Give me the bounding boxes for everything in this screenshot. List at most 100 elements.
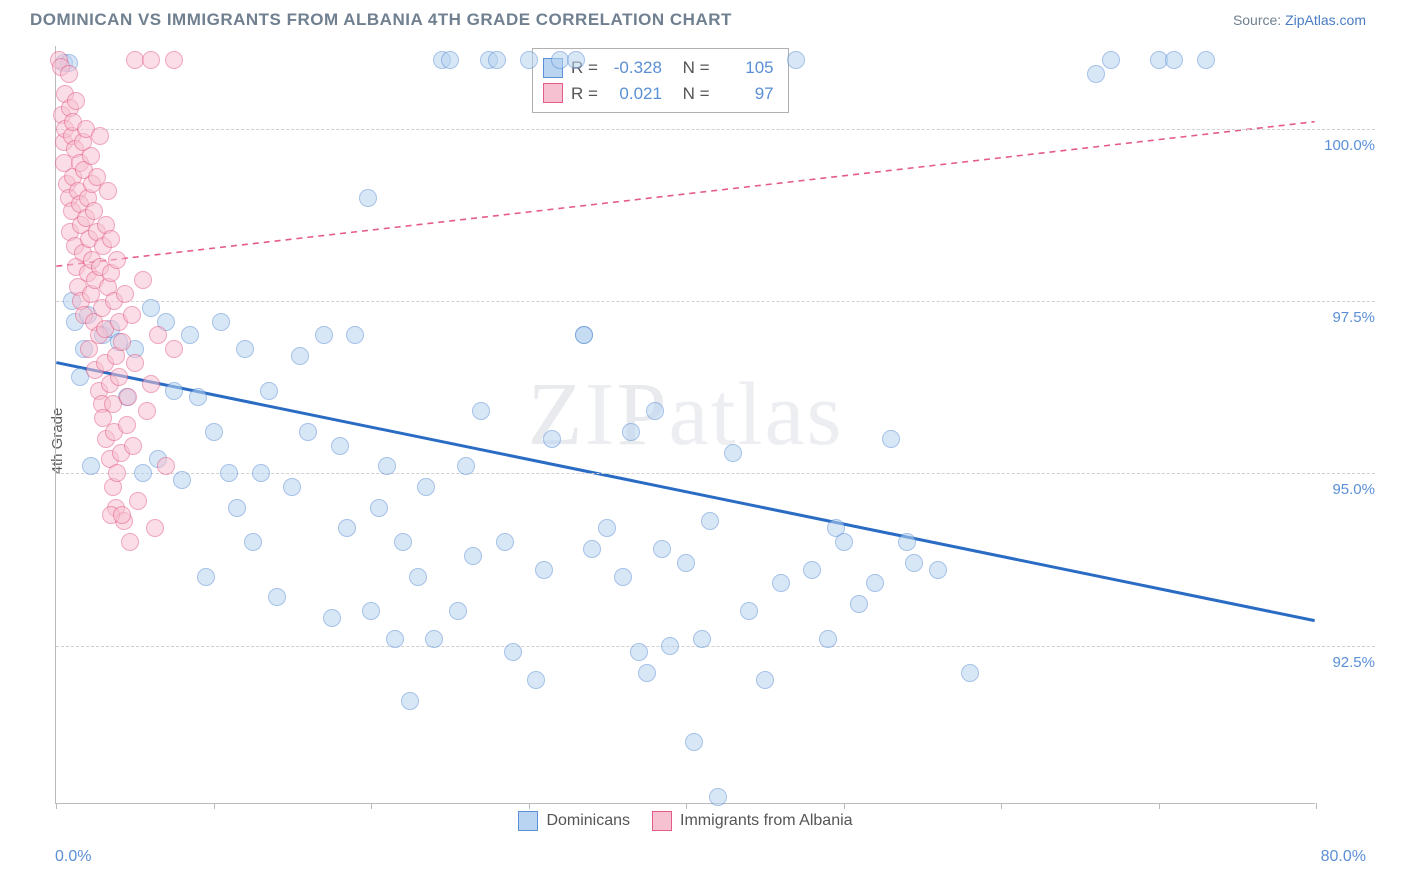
data-point-series1 bbox=[409, 568, 427, 586]
data-point-series2 bbox=[113, 333, 131, 351]
data-point-series1 bbox=[850, 595, 868, 613]
data-point-series1 bbox=[291, 347, 309, 365]
data-point-series2 bbox=[110, 368, 128, 386]
data-point-series1 bbox=[772, 574, 790, 592]
plot-area: ZIPatlas R = -0.328 N = 105 R = 0.021 N … bbox=[55, 46, 1315, 804]
source-attribution: Source: ZipAtlas.com bbox=[1233, 12, 1366, 28]
data-point-series1 bbox=[724, 444, 742, 462]
legend-label-series1: Dominicans bbox=[546, 812, 630, 830]
data-point-series1 bbox=[205, 423, 223, 441]
data-point-series2 bbox=[134, 271, 152, 289]
data-point-series2 bbox=[119, 388, 137, 406]
y-tick-label: 92.5% bbox=[1332, 654, 1375, 671]
data-point-series1 bbox=[961, 664, 979, 682]
data-point-series1 bbox=[189, 388, 207, 406]
data-point-series1 bbox=[323, 609, 341, 627]
data-point-series2 bbox=[123, 306, 141, 324]
data-point-series1 bbox=[331, 437, 349, 455]
data-point-series1 bbox=[866, 574, 884, 592]
data-point-series2 bbox=[118, 416, 136, 434]
data-point-series1 bbox=[283, 478, 301, 496]
data-point-series2 bbox=[82, 147, 100, 165]
data-point-series1 bbox=[520, 51, 538, 69]
y-tick-label: 100.0% bbox=[1324, 137, 1375, 154]
data-point-series1 bbox=[653, 540, 671, 558]
data-point-series1 bbox=[165, 382, 183, 400]
data-point-series2 bbox=[108, 464, 126, 482]
data-point-series1 bbox=[567, 51, 585, 69]
data-point-series2 bbox=[67, 92, 85, 110]
data-point-series1 bbox=[598, 519, 616, 537]
data-point-series1 bbox=[359, 189, 377, 207]
y-tick-label: 95.0% bbox=[1332, 481, 1375, 498]
data-point-series1 bbox=[646, 402, 664, 420]
source-prefix: Source: bbox=[1233, 12, 1285, 28]
data-point-series1 bbox=[260, 382, 278, 400]
source-link[interactable]: ZipAtlas.com bbox=[1285, 12, 1366, 28]
data-point-series1 bbox=[181, 326, 199, 344]
data-point-series1 bbox=[394, 533, 412, 551]
data-point-series2 bbox=[102, 230, 120, 248]
data-point-series1 bbox=[756, 671, 774, 689]
data-point-series1 bbox=[346, 326, 364, 344]
data-point-series1 bbox=[504, 643, 522, 661]
legend-swatch-series1 bbox=[518, 811, 538, 831]
data-point-series1 bbox=[835, 533, 853, 551]
chart-header: DOMINICAN VS IMMIGRANTS FROM ALBANIA 4TH… bbox=[0, 0, 1406, 36]
x-tick bbox=[56, 803, 57, 809]
series2-swatch bbox=[543, 83, 563, 103]
data-point-series1 bbox=[417, 478, 435, 496]
data-point-series1 bbox=[575, 326, 593, 344]
data-point-series1 bbox=[142, 299, 160, 317]
data-point-series1 bbox=[244, 533, 262, 551]
data-point-series2 bbox=[165, 51, 183, 69]
data-point-series1 bbox=[898, 533, 916, 551]
data-point-series1 bbox=[197, 568, 215, 586]
stats-row-series2: R = 0.021 N = 97 bbox=[543, 81, 774, 107]
data-point-series2 bbox=[129, 492, 147, 510]
gridline bbox=[56, 301, 1375, 302]
data-point-series1 bbox=[1102, 51, 1120, 69]
regression-line-series2 bbox=[56, 122, 1314, 267]
legend: Dominicans Immigrants from Albania bbox=[56, 811, 1315, 831]
data-point-series2 bbox=[124, 437, 142, 455]
data-point-series1 bbox=[929, 561, 947, 579]
chart-title: DOMINICAN VS IMMIGRANTS FROM ALBANIA 4TH… bbox=[30, 10, 732, 30]
chart-container: 4th Grade ZIPatlas R = -0.328 N = 105 R … bbox=[30, 46, 1376, 836]
data-point-series1 bbox=[338, 519, 356, 537]
data-point-series1 bbox=[905, 554, 923, 572]
data-point-series1 bbox=[630, 643, 648, 661]
data-point-series1 bbox=[543, 430, 561, 448]
data-point-series1 bbox=[622, 423, 640, 441]
data-point-series1 bbox=[535, 561, 553, 579]
data-point-series1 bbox=[212, 313, 230, 331]
data-point-series1 bbox=[315, 326, 333, 344]
x-tick bbox=[1159, 803, 1160, 809]
series1-r-value: -0.328 bbox=[606, 55, 662, 81]
data-point-series2 bbox=[121, 533, 139, 551]
data-point-series2 bbox=[116, 285, 134, 303]
data-point-series1 bbox=[709, 788, 727, 806]
data-point-series1 bbox=[803, 561, 821, 579]
data-point-series2 bbox=[165, 340, 183, 358]
legend-item-series1: Dominicans bbox=[518, 811, 630, 831]
data-point-series1 bbox=[472, 402, 490, 420]
gridline bbox=[56, 646, 1375, 647]
data-point-series1 bbox=[173, 471, 191, 489]
regression-line-series1 bbox=[56, 363, 1314, 621]
data-point-series1 bbox=[386, 630, 404, 648]
y-tick-label: 97.5% bbox=[1332, 309, 1375, 326]
x-tick bbox=[844, 803, 845, 809]
data-point-series1 bbox=[268, 588, 286, 606]
data-point-series1 bbox=[787, 51, 805, 69]
data-point-series1 bbox=[457, 457, 475, 475]
data-point-series1 bbox=[449, 602, 467, 620]
data-point-series2 bbox=[142, 375, 160, 393]
data-point-series2 bbox=[99, 182, 117, 200]
data-point-series1 bbox=[252, 464, 270, 482]
x-tick bbox=[686, 803, 687, 809]
x-axis-end-label: 80.0% bbox=[1321, 848, 1366, 866]
x-tick bbox=[1001, 803, 1002, 809]
data-point-series2 bbox=[113, 506, 131, 524]
data-point-series1 bbox=[819, 630, 837, 648]
